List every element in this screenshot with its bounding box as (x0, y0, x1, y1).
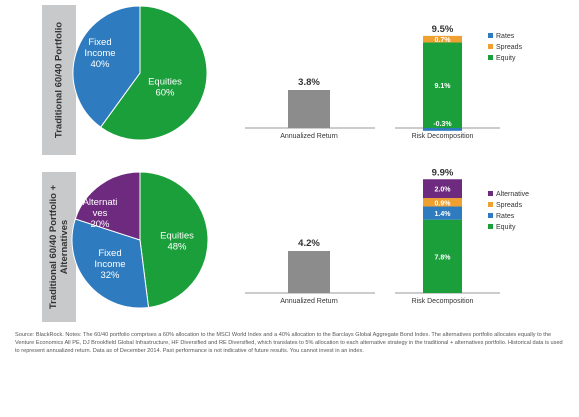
panel-2-legend-swatch-equity (488, 224, 493, 229)
panel-1-risk-segment-equity (423, 42, 462, 128)
panel-2-risk-segment-label-alternative: 2.0% (435, 187, 452, 194)
footnote: Source: BlackRock. Notes: The 60/40 port… (15, 332, 563, 354)
panel-1-risk-segment-rates (423, 128, 462, 131)
panel-2-risk-segment-label-equity: 7.8% (435, 254, 452, 261)
panel-2-legend-label-spreads: Spreads (496, 202, 523, 209)
panel-2-pie-label-3: 20% (90, 219, 110, 230)
panel-1-risk-total-label: 9.5% (432, 24, 454, 35)
panel-2-risk-segment-label-spreads: 0.9% (435, 200, 452, 207)
panel-2-pie-label-2: Income (94, 259, 125, 270)
panel-2-risk-total-label: 9.9% (432, 167, 454, 178)
panel-2-band: Traditional 60/40 Portfolio + Alternativ… (42, 172, 76, 322)
panel-1-legend-swatch-equity (488, 55, 493, 60)
panel-2-legend-swatch-rates (488, 213, 493, 218)
panel-2-pie-label-3: Alternati (83, 197, 118, 208)
panel-1-return-bar (288, 90, 330, 128)
panel-2-risk-segment-rates (423, 206, 462, 220)
panel-1-pie-label-1: 60% (155, 88, 175, 99)
panel-2-legend-label-alternative: Alternative (496, 191, 529, 198)
panel-2-legend-label-rates: Rates (496, 213, 515, 220)
panel-1-return-xlabel: Annualized Return (280, 133, 338, 140)
panel-2-pie-slice-3 (74, 171, 141, 241)
panel-2-pie-label-3: ves (93, 208, 108, 219)
panel-1-band: Traditional 60/40 Portfolio (42, 5, 76, 155)
panel-2-pie-label-2: 32% (100, 270, 120, 281)
panel-1-risk-segment-label-equity: 9.1% (435, 83, 452, 90)
panel-2-risk-segment-alternative (423, 179, 462, 199)
panel-2-legend-swatch-spreads (488, 202, 493, 207)
panel-1-pie-label-1: Equities (148, 77, 182, 88)
panel-2-return-bar (288, 251, 330, 293)
panel-1-risk-segment-label-spreads: 0.7% (435, 37, 452, 44)
panel-2-pie-slice-1 (139, 171, 209, 309)
panel-2-pie-label-2: Fixed (98, 248, 121, 259)
panel-2-pie-slice-2 (71, 218, 150, 309)
panel-2-return-xlabel: Annualized Return (280, 298, 338, 305)
panel-2-risk-segment-spreads (423, 198, 462, 207)
panel-1-legend-swatch-rates (488, 33, 493, 38)
panel-1-legend-label-rates: Rates (496, 33, 515, 40)
panel-2-risk-xlabel: Risk Decomposition (412, 298, 474, 305)
panel-1-risk-xlabel: Risk Decomposition (412, 133, 474, 140)
panel-2-risk-segment-label-rates: 1.4% (435, 211, 452, 218)
panel-1-pie-label-2: 40% (90, 59, 110, 70)
panel-1-legend-label-spreads: Spreads (496, 44, 523, 51)
panel-2-pie-label-1: Equities (160, 231, 194, 242)
panel-1-risk-segment-label-rates: -0.3% (433, 121, 452, 128)
panel-1-pie-slice-1 (99, 5, 208, 141)
panel-1-legend-swatch-spreads (488, 44, 493, 49)
panel-1-pie-slice-2 (72, 5, 141, 128)
panel-1-pie-label-2: Income (84, 48, 115, 59)
panel-1-legend-label-equity: Equity (496, 55, 516, 62)
panel-2-risk-segment-equity (423, 219, 462, 293)
panel-2-return-value-label: 4.2% (298, 238, 320, 249)
panel-1-risk-segment-spreads (423, 35, 462, 43)
panel-2-legend-swatch-alternative (488, 191, 493, 196)
panel-2-pie-label-1: 48% (167, 242, 187, 253)
panel-1-return-value-label: 3.8% (298, 77, 320, 88)
panel-2-legend-label-equity: Equity (496, 224, 516, 231)
panel-1-pie-label-2: Fixed (88, 37, 111, 48)
